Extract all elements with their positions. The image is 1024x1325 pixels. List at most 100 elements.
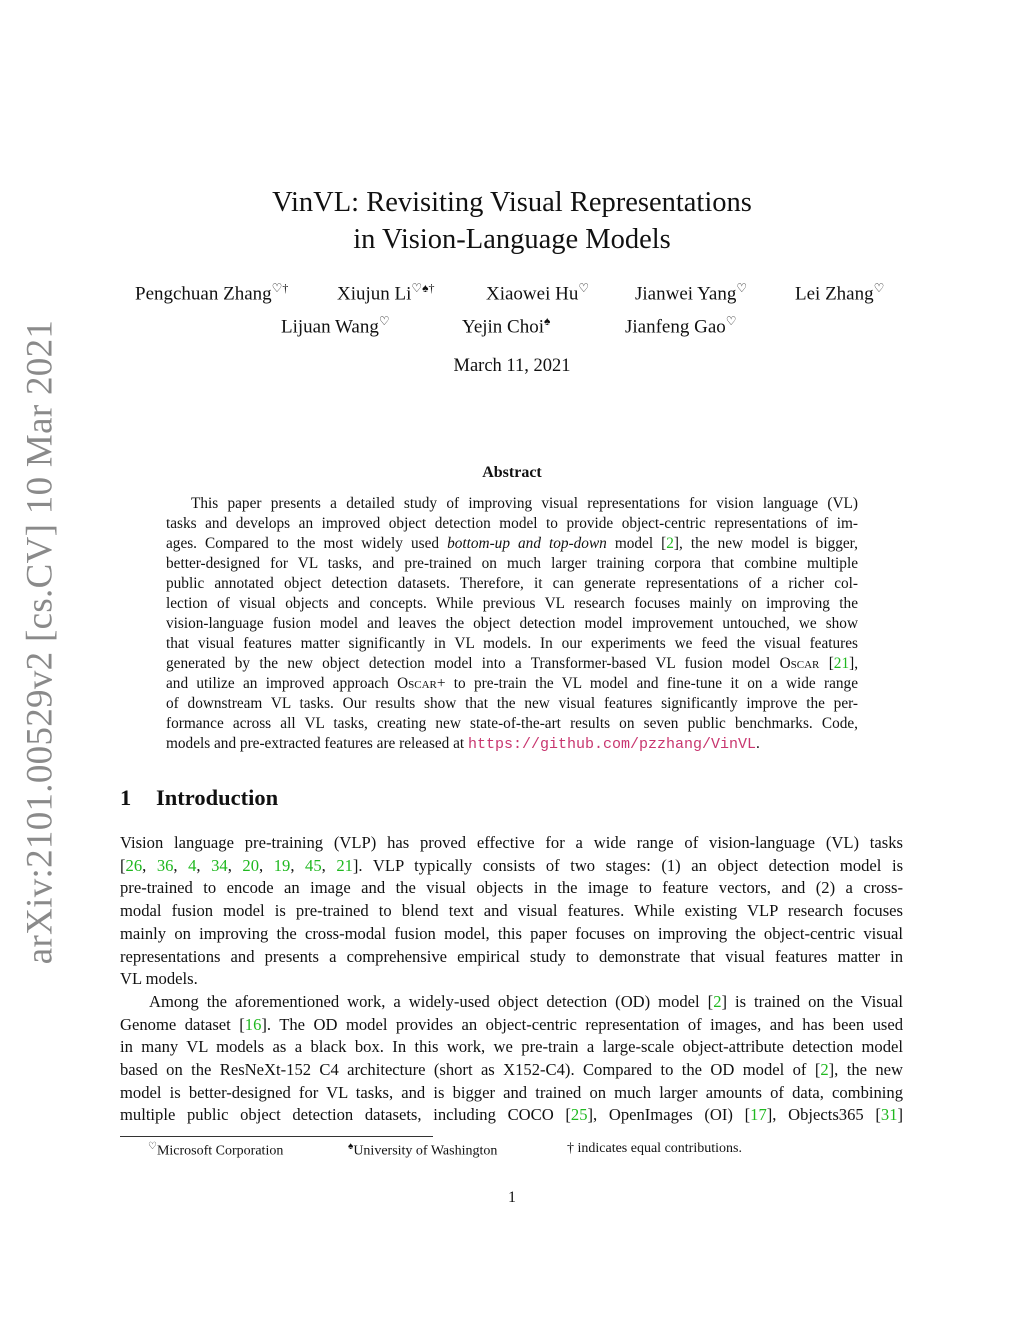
text-span: , <box>259 855 274 875</box>
text-span: lection of visual objects and concepts. … <box>166 595 858 612</box>
text-span: public annotated object detection datase… <box>166 575 858 592</box>
author-name: Jianfeng Gao <box>625 316 726 338</box>
citation-link[interactable]: 19 <box>273 855 291 875</box>
affiliation-mark: ♡ <box>378 314 390 328</box>
text-span: ], the new model is bigger, <box>673 535 858 552</box>
text-span: better-designed for VL tasks, and pre-tr… <box>166 555 858 572</box>
citation-link[interactable]: 2 <box>713 991 722 1011</box>
text-span: tasks and develops an improved object de… <box>166 515 858 532</box>
author-name: Yejin Choi <box>462 316 545 338</box>
text-span: to pre-train the VL model and fine-tune … <box>445 675 858 692</box>
paper-title: VinVL: Revisiting Visual Representations… <box>0 184 1024 258</box>
text-line: Genome dataset [16]. The OD model provid… <box>120 1014 903 1037</box>
citation-link[interactable]: 20 <box>242 855 260 875</box>
affiliation-mark: ♠ <box>544 314 551 328</box>
footnote-text: University of Washington <box>353 1143 498 1159</box>
text-span: ], OpenImages (OI) [ <box>587 1105 751 1125</box>
affiliation-mark: ♡† <box>271 281 289 295</box>
paragraph: Among the aforementioned work, a widely-… <box>120 991 903 1127</box>
text-line: model is better-designed for VL tasks, a… <box>120 1082 903 1105</box>
text-line: ages. Compared to the most widely used b… <box>166 534 858 554</box>
text-span: ], the new <box>828 1060 904 1080</box>
text-span: modal fusion model is pre-trained to ble… <box>120 901 903 921</box>
emphasis-text: bottom-up and top-down <box>447 535 607 552</box>
citation-link[interactable]: 2 <box>820 1060 829 1080</box>
citation-link[interactable]: 26 <box>125 855 143 875</box>
text-span: , <box>142 855 157 875</box>
author-name: Lei Zhang <box>795 283 874 305</box>
text-span: , <box>227 855 243 875</box>
citation-link[interactable]: 17 <box>750 1105 767 1125</box>
citation-link[interactable]: 25 <box>570 1105 588 1125</box>
citation-link[interactable]: 45 <box>305 855 322 875</box>
github-link[interactable]: https://github.com/pzzhang/VinVL <box>467 736 756 753</box>
spade-mark: ♠ <box>348 1141 354 1152</box>
text-span: model is better-designed for VL tasks, a… <box>120 1082 903 1102</box>
author: Jianwei Yang♡ <box>635 281 747 305</box>
footnote-uw: ♠University of Washington <box>348 1141 497 1160</box>
text-line: based on the ResNeXt-152 C4 architecture… <box>120 1059 903 1082</box>
author-name: Jianwei Yang <box>635 283 737 305</box>
text-span: based on the ResNeXt-152 C4 architecture… <box>120 1060 821 1080</box>
text-line: [26, 36, 4, 34, 20, 19, 45, 21]. VLP typ… <box>120 855 903 878</box>
citation-link[interactable]: 2 <box>666 535 674 552</box>
text-line: of downstream VL tasks. Our results show… <box>166 694 858 714</box>
text-span: Vision language pre-training (VLP) has p… <box>120 833 903 852</box>
text-line: representations and presents a comprehen… <box>120 946 903 969</box>
text-span: ] <box>897 1105 904 1125</box>
footnote-microsoft: ♡Microsoft Corporation <box>148 1141 283 1160</box>
citation-link[interactable]: 31 <box>880 1105 898 1125</box>
text-span: model [ <box>606 535 667 552</box>
text-span: of downstream VL tasks. Our results show… <box>166 695 858 712</box>
author: Lijuan Wang♡ <box>281 314 390 338</box>
affiliation-mark: ♡ <box>725 314 737 328</box>
footnote-text: Microsoft Corporation <box>156 1143 284 1159</box>
text-span: and utilize an improved approach <box>166 675 398 692</box>
text-line: better-designed for VL tasks, and pre-tr… <box>166 554 858 574</box>
text-span: This paper presents a detailed study of … <box>191 495 858 512</box>
citation-link[interactable]: 21 <box>833 655 850 672</box>
text-span: multiple public object detection dataset… <box>120 1105 571 1125</box>
text-line: tasks and develops an improved object de… <box>166 514 858 534</box>
text-span: generated by the new object detection mo… <box>166 655 780 672</box>
author: Yejin Choi♠ <box>462 314 550 338</box>
affiliation-mark: ♡ <box>736 281 748 295</box>
text-line: formance across all VL tasks, creating n… <box>166 714 858 734</box>
text-line: multiple public object detection dataset… <box>120 1104 903 1127</box>
text-line: lection of visual objects and concepts. … <box>166 594 858 614</box>
text-span: models and pre-extracted features are re… <box>166 735 468 752</box>
text-line: that visual features matter significantl… <box>166 634 858 654</box>
text-span: that visual features matter significantl… <box>166 635 858 652</box>
affiliation-mark: ♡ <box>578 281 590 295</box>
text-span: formance across all VL tasks, creating n… <box>166 715 858 732</box>
text-span: in many VL models as a black box. In thi… <box>120 1037 903 1057</box>
citation-link[interactable]: 34 <box>211 855 228 875</box>
method-name: Oscar <box>779 655 820 672</box>
author-name: Lijuan Wang <box>281 316 379 338</box>
text-line: models and pre-extracted features are re… <box>166 734 858 755</box>
text-line: mainly on improving the cross-modal fusi… <box>120 923 903 946</box>
affiliation-mark: ♡ <box>873 281 885 295</box>
heart-mark: ♡ <box>148 1141 157 1152</box>
affiliation-mark: ♡♠† <box>411 281 435 295</box>
citation-link[interactable]: 16 <box>244 1014 262 1034</box>
paragraph: Vision language pre-training (VLP) has p… <box>120 832 903 991</box>
citation-link[interactable]: 4 <box>188 855 197 875</box>
text-span: [ <box>120 855 126 875</box>
author: Lei Zhang♡ <box>795 281 884 305</box>
citation-link[interactable]: 21 <box>336 855 353 875</box>
author: Xiaowei Hu♡ <box>486 281 589 305</box>
text-line: Among the aforementioned work, a widely-… <box>120 991 903 1014</box>
citation-link[interactable]: 36 <box>156 855 174 875</box>
author-name: Xiujun Li <box>337 283 412 305</box>
method-name: Oscar+ <box>397 675 446 692</box>
text-span: , <box>173 855 189 875</box>
introduction-body: Vision language pre-training (VLP) has p… <box>120 832 903 1127</box>
text-line: Vision language pre-training (VLP) has p… <box>120 832 903 855</box>
text-line: in many VL models as a black box. In thi… <box>120 1036 903 1059</box>
text-span: ages. Compared to the most widely used <box>166 535 448 552</box>
text-span: vision-language fusion model and leaves … <box>166 615 858 632</box>
text-line: This paper presents a detailed study of … <box>166 494 858 514</box>
text-span: VL models. <box>120 969 198 989</box>
